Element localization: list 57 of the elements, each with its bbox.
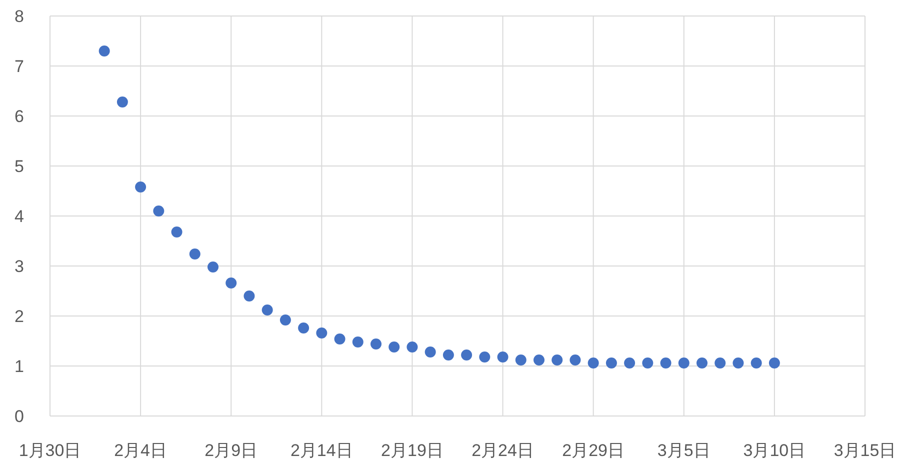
y-tick-label: 6 xyxy=(14,107,24,126)
point xyxy=(135,182,146,192)
point xyxy=(606,358,617,368)
point xyxy=(98,46,110,56)
y-tick-label: 5 xyxy=(14,157,24,176)
point xyxy=(171,226,182,238)
x-tick-label: 2月29日 xyxy=(562,441,625,460)
point xyxy=(768,358,780,368)
point xyxy=(388,342,400,352)
point xyxy=(244,290,255,302)
point xyxy=(406,342,418,352)
x-tick-label: 2月24日 xyxy=(472,441,534,460)
y-tick-label: 8 xyxy=(14,7,24,26)
point xyxy=(334,334,346,344)
y-tick-label: 3 xyxy=(14,257,24,276)
point xyxy=(298,322,310,334)
x-tick-label: 3月15日 xyxy=(834,441,896,460)
point xyxy=(570,354,581,366)
x-tick-label: 1月30日 xyxy=(18,441,82,460)
point xyxy=(696,358,708,368)
y-tick-label: 0 xyxy=(14,407,24,426)
point xyxy=(352,336,364,348)
point xyxy=(534,354,544,366)
point xyxy=(624,358,636,368)
point xyxy=(660,358,672,368)
x-tick-label: 2月4日 xyxy=(114,441,168,460)
point xyxy=(189,248,200,260)
point xyxy=(262,304,273,316)
y-tick-label: 4 xyxy=(14,207,24,226)
point xyxy=(153,206,164,216)
point xyxy=(370,338,382,350)
x-tick-label: 2月9日 xyxy=(204,441,258,460)
point xyxy=(424,346,436,358)
point xyxy=(208,262,218,272)
point xyxy=(750,358,762,368)
point xyxy=(461,350,472,360)
point xyxy=(442,350,454,360)
point xyxy=(280,314,291,326)
x-tick-label: 3月10日 xyxy=(743,441,806,460)
point xyxy=(678,358,690,368)
y-tick-label: 2 xyxy=(14,307,24,326)
point xyxy=(479,352,490,362)
point xyxy=(552,354,563,366)
y-tick-label: 7 xyxy=(14,57,24,76)
point xyxy=(316,328,328,338)
x-tick-label: 3月5日 xyxy=(657,441,710,460)
point xyxy=(588,358,599,368)
point xyxy=(714,358,726,368)
y-tick-label: 1 xyxy=(14,357,24,376)
point xyxy=(732,358,744,368)
point xyxy=(116,96,128,108)
point xyxy=(515,354,526,366)
point xyxy=(226,278,237,288)
point xyxy=(642,358,654,368)
x-tick-label: 2月14日 xyxy=(290,441,353,460)
x-tick-label: 2月19日 xyxy=(381,441,444,460)
point xyxy=(497,352,508,362)
